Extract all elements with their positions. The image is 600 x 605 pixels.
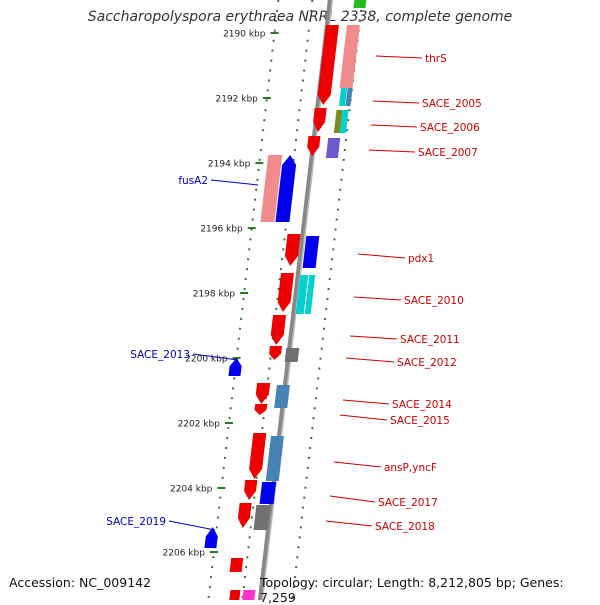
- ruler-tick-label: 2206 kbp: [163, 549, 206, 559]
- gene-label: SACE_2006: [420, 122, 480, 134]
- gene-2010-cyan-b: [304, 275, 316, 314]
- gene-ansP-arrow: [249, 433, 267, 479]
- gene-bottom-magenta: [242, 590, 256, 600]
- gene-leader-line: [333, 461, 382, 468]
- ruler-tick-label: 2198 kbp: [193, 290, 236, 300]
- gene-label: thrS: [425, 53, 447, 65]
- gene-fusA2-track: [260, 155, 283, 222]
- gene-leader-line: [339, 414, 388, 421]
- gene-leader-line: [372, 100, 420, 104]
- gene-2017-arrow: [244, 480, 258, 500]
- gene-label: SACE_2010: [404, 295, 464, 307]
- gene-thrS-track: [339, 25, 360, 88]
- gene-2015-arrow: [254, 404, 268, 415]
- gene-thrS-arrow: [317, 25, 339, 105]
- ruler-tick-label: 2200 kbp: [185, 355, 228, 365]
- gene-label: SACE_2007: [418, 147, 478, 159]
- gene-label: SACE_2005: [422, 98, 482, 110]
- gene-leader-line: [370, 124, 418, 128]
- gene-2018-arrow: [237, 503, 252, 528]
- gene-2017-blue: [259, 482, 277, 504]
- gene-label: SACE_2011: [400, 334, 460, 346]
- gene-2010-arrow: [277, 273, 294, 312]
- gene-2007-purple: [325, 138, 341, 158]
- gene-pdx1-arrow: [284, 234, 301, 266]
- ruler-tick-label: 2190 kbp: [223, 30, 266, 40]
- gene-SACE2019-arrow: [204, 527, 218, 548]
- ruler-tick-label: 2194 kbp: [208, 160, 251, 170]
- gene-bottom-red2: [229, 590, 241, 600]
- gene-label: SACE_2015: [390, 415, 450, 427]
- gene-leader-line: [325, 520, 373, 527]
- map-title: Saccharopolyspora erythraea NRRL 2338, c…: [87, 9, 513, 25]
- gene-leader-line: [168, 520, 216, 531]
- ruler-tick-label: 2196 kbp: [200, 225, 243, 235]
- gene-2005-cyan: [338, 88, 348, 106]
- gene-fusA2-arrow: [275, 155, 297, 222]
- gene-ansP-steel: [265, 436, 284, 481]
- ruler-tick-label: 2204 kbp: [170, 485, 213, 495]
- gene-label: fusA2: [178, 175, 208, 187]
- gene-2006-olive: [333, 110, 343, 133]
- gene-label: SACE_2012: [397, 357, 457, 369]
- gene-2005-steel: [345, 88, 353, 106]
- gene-2018-gray: [253, 505, 271, 530]
- gene-label: SACE_2018: [375, 521, 435, 533]
- gene-label: SACE_2017: [378, 497, 438, 509]
- gene-2010-cyan-a: [295, 275, 309, 314]
- outer-ruler-dots: [207, 0, 280, 600]
- gene-2014-arrow: [255, 383, 271, 404]
- gene-leader-line: [349, 335, 398, 340]
- gene-2011-arrow: [270, 315, 287, 345]
- gene-bottom-red: [229, 558, 244, 572]
- gene-2006-arrow: [313, 108, 327, 132]
- gene-top-green: [353, 0, 367, 8]
- gene-leader-line: [192, 353, 239, 361]
- gene-leader-line: [353, 296, 402, 301]
- gene-label: pdx1: [408, 253, 434, 265]
- gene-label: SACE_2019: [106, 516, 166, 528]
- gene-leader-line: [345, 357, 395, 363]
- gene-label: SACE_2013: [130, 349, 190, 361]
- genome-summary-text: Topology: circular; Length: 8,212,805 bp…: [260, 575, 564, 605]
- track-guide-dots: [241, 0, 314, 600]
- accession-text: Accession: NC_009142: [9, 575, 152, 590]
- gene-leader-line: [329, 495, 376, 503]
- gene-SACE2013-arrow: [228, 358, 242, 376]
- gene-2012-arrow: [269, 346, 282, 360]
- gene-leader-line: [342, 399, 390, 405]
- gene-2006-cyan: [339, 110, 349, 133]
- ruler-tick-label: 2192 kbp: [215, 95, 258, 105]
- ruler-tick-label: 2202 kbp: [178, 420, 221, 430]
- gene-leader-line: [375, 55, 423, 59]
- gene-leader-line: [357, 253, 406, 259]
- gene-pdx1-blue: [302, 236, 320, 268]
- gene-2014-steel: [274, 385, 290, 408]
- gene-leader-line: [210, 179, 259, 186]
- gene-leader-line: [368, 149, 416, 153]
- gene-2007-arrow: [307, 136, 321, 156]
- gene-label: ansP,yncF: [384, 462, 437, 474]
- gene-2012-gray: [284, 348, 300, 362]
- gene-label: SACE_2014: [392, 399, 452, 411]
